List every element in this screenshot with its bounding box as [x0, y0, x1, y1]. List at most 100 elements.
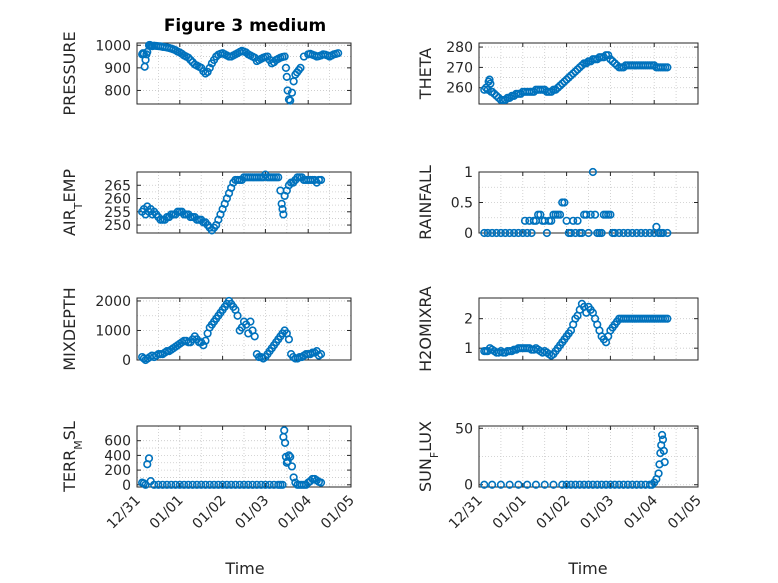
data-point	[505, 228, 514, 238]
data-point	[501, 228, 510, 238]
y-tick-label: 50	[455, 421, 473, 437]
data-point	[277, 199, 286, 208]
data-point	[480, 228, 489, 238]
y-tick-label: 900	[104, 61, 131, 77]
data-point	[586, 210, 595, 219]
data-point	[141, 480, 150, 489]
data-point	[555, 81, 565, 90]
data-point	[199, 341, 208, 350]
data-point	[316, 478, 326, 487]
data-point	[514, 228, 523, 238]
data-point	[316, 349, 326, 359]
data-point	[257, 480, 266, 489]
data-point	[483, 228, 492, 238]
data-point	[660, 458, 669, 467]
axes-frame-mixdepth	[136, 297, 352, 361]
data-point	[580, 480, 589, 489]
data-point	[610, 228, 619, 238]
data-point	[590, 210, 600, 219]
data-point	[278, 205, 287, 214]
y-tick-label: 0	[122, 353, 131, 369]
data-point	[299, 52, 309, 61]
data-point	[205, 63, 214, 72]
subplot-mixdepth: 0 1000 2000 MIXDEPTH	[60, 287, 352, 371]
data-point	[192, 480, 202, 489]
data-point	[316, 175, 326, 185]
data-point	[604, 51, 613, 60]
data-point	[227, 480, 236, 489]
data-point	[514, 480, 523, 489]
data-point	[144, 454, 154, 463]
data-point	[199, 67, 208, 76]
data-point	[209, 480, 219, 489]
x-tick-label: 01/03	[577, 493, 617, 533]
data-point	[280, 426, 289, 435]
data-point	[531, 480, 541, 489]
ylabel-sun-flux: SUNFLUX	[416, 421, 441, 492]
data-point	[289, 473, 298, 482]
y-tick-label: 250	[104, 218, 131, 234]
data-point	[283, 86, 292, 95]
data-point	[553, 83, 562, 92]
data-point	[154, 480, 163, 489]
x-tick-label: 01/01	[490, 493, 530, 533]
data-point	[235, 480, 244, 489]
data-point	[286, 452, 295, 461]
data-point	[201, 336, 210, 345]
data-point	[162, 480, 172, 489]
y-tick-label: 400	[104, 448, 131, 464]
data-point	[274, 173, 283, 182]
data-point	[597, 228, 606, 238]
data-point	[284, 95, 294, 104]
data-point	[171, 480, 180, 489]
data-point	[334, 49, 343, 58]
data-point	[606, 55, 615, 64]
y-tick-label: 800	[104, 83, 131, 99]
data-point	[610, 59, 619, 68]
data-point	[571, 480, 580, 489]
subplot-rainfall: 0 0.5 1 RAINFALL	[416, 165, 699, 242]
data-point	[615, 480, 624, 489]
data-point	[520, 216, 530, 225]
ylabel-mixdepth: MIXDEPTH	[60, 287, 79, 370]
data-point	[284, 335, 294, 344]
data-point	[278, 480, 287, 489]
data-point	[566, 480, 576, 489]
data-point	[558, 480, 567, 489]
x-tick-label: 12/31	[446, 493, 486, 533]
data-point	[488, 87, 497, 96]
data-point	[615, 228, 624, 238]
data-point	[218, 480, 227, 489]
y-tick-label: 1000	[95, 323, 131, 339]
data-point	[663, 314, 672, 323]
data-point	[296, 63, 305, 72]
data-point	[488, 480, 497, 489]
data-point	[555, 210, 565, 219]
y-tick-label: 2	[464, 312, 473, 328]
data-point	[628, 480, 637, 489]
data-point	[659, 446, 668, 455]
data-point	[566, 228, 576, 238]
ylabel-pressure: PRESSURE	[60, 31, 79, 115]
ylabel-terr-msl: TERRMSL	[60, 421, 85, 493]
data-point	[282, 72, 291, 81]
y-tick-label: 260	[446, 81, 473, 97]
data-point	[486, 79, 495, 88]
data-point	[281, 63, 291, 72]
data-point	[573, 216, 582, 225]
data-point	[233, 311, 242, 320]
data-point	[588, 167, 597, 177]
data-point	[566, 71, 576, 80]
data-point	[286, 96, 295, 105]
data-point	[492, 228, 501, 238]
data-point	[485, 75, 494, 84]
data-point	[523, 228, 532, 238]
axes-frame-theta	[478, 42, 699, 105]
data-point	[573, 65, 582, 74]
data-point	[248, 480, 257, 489]
data-point	[518, 228, 527, 238]
data-point	[505, 93, 514, 102]
data-point	[540, 480, 549, 489]
